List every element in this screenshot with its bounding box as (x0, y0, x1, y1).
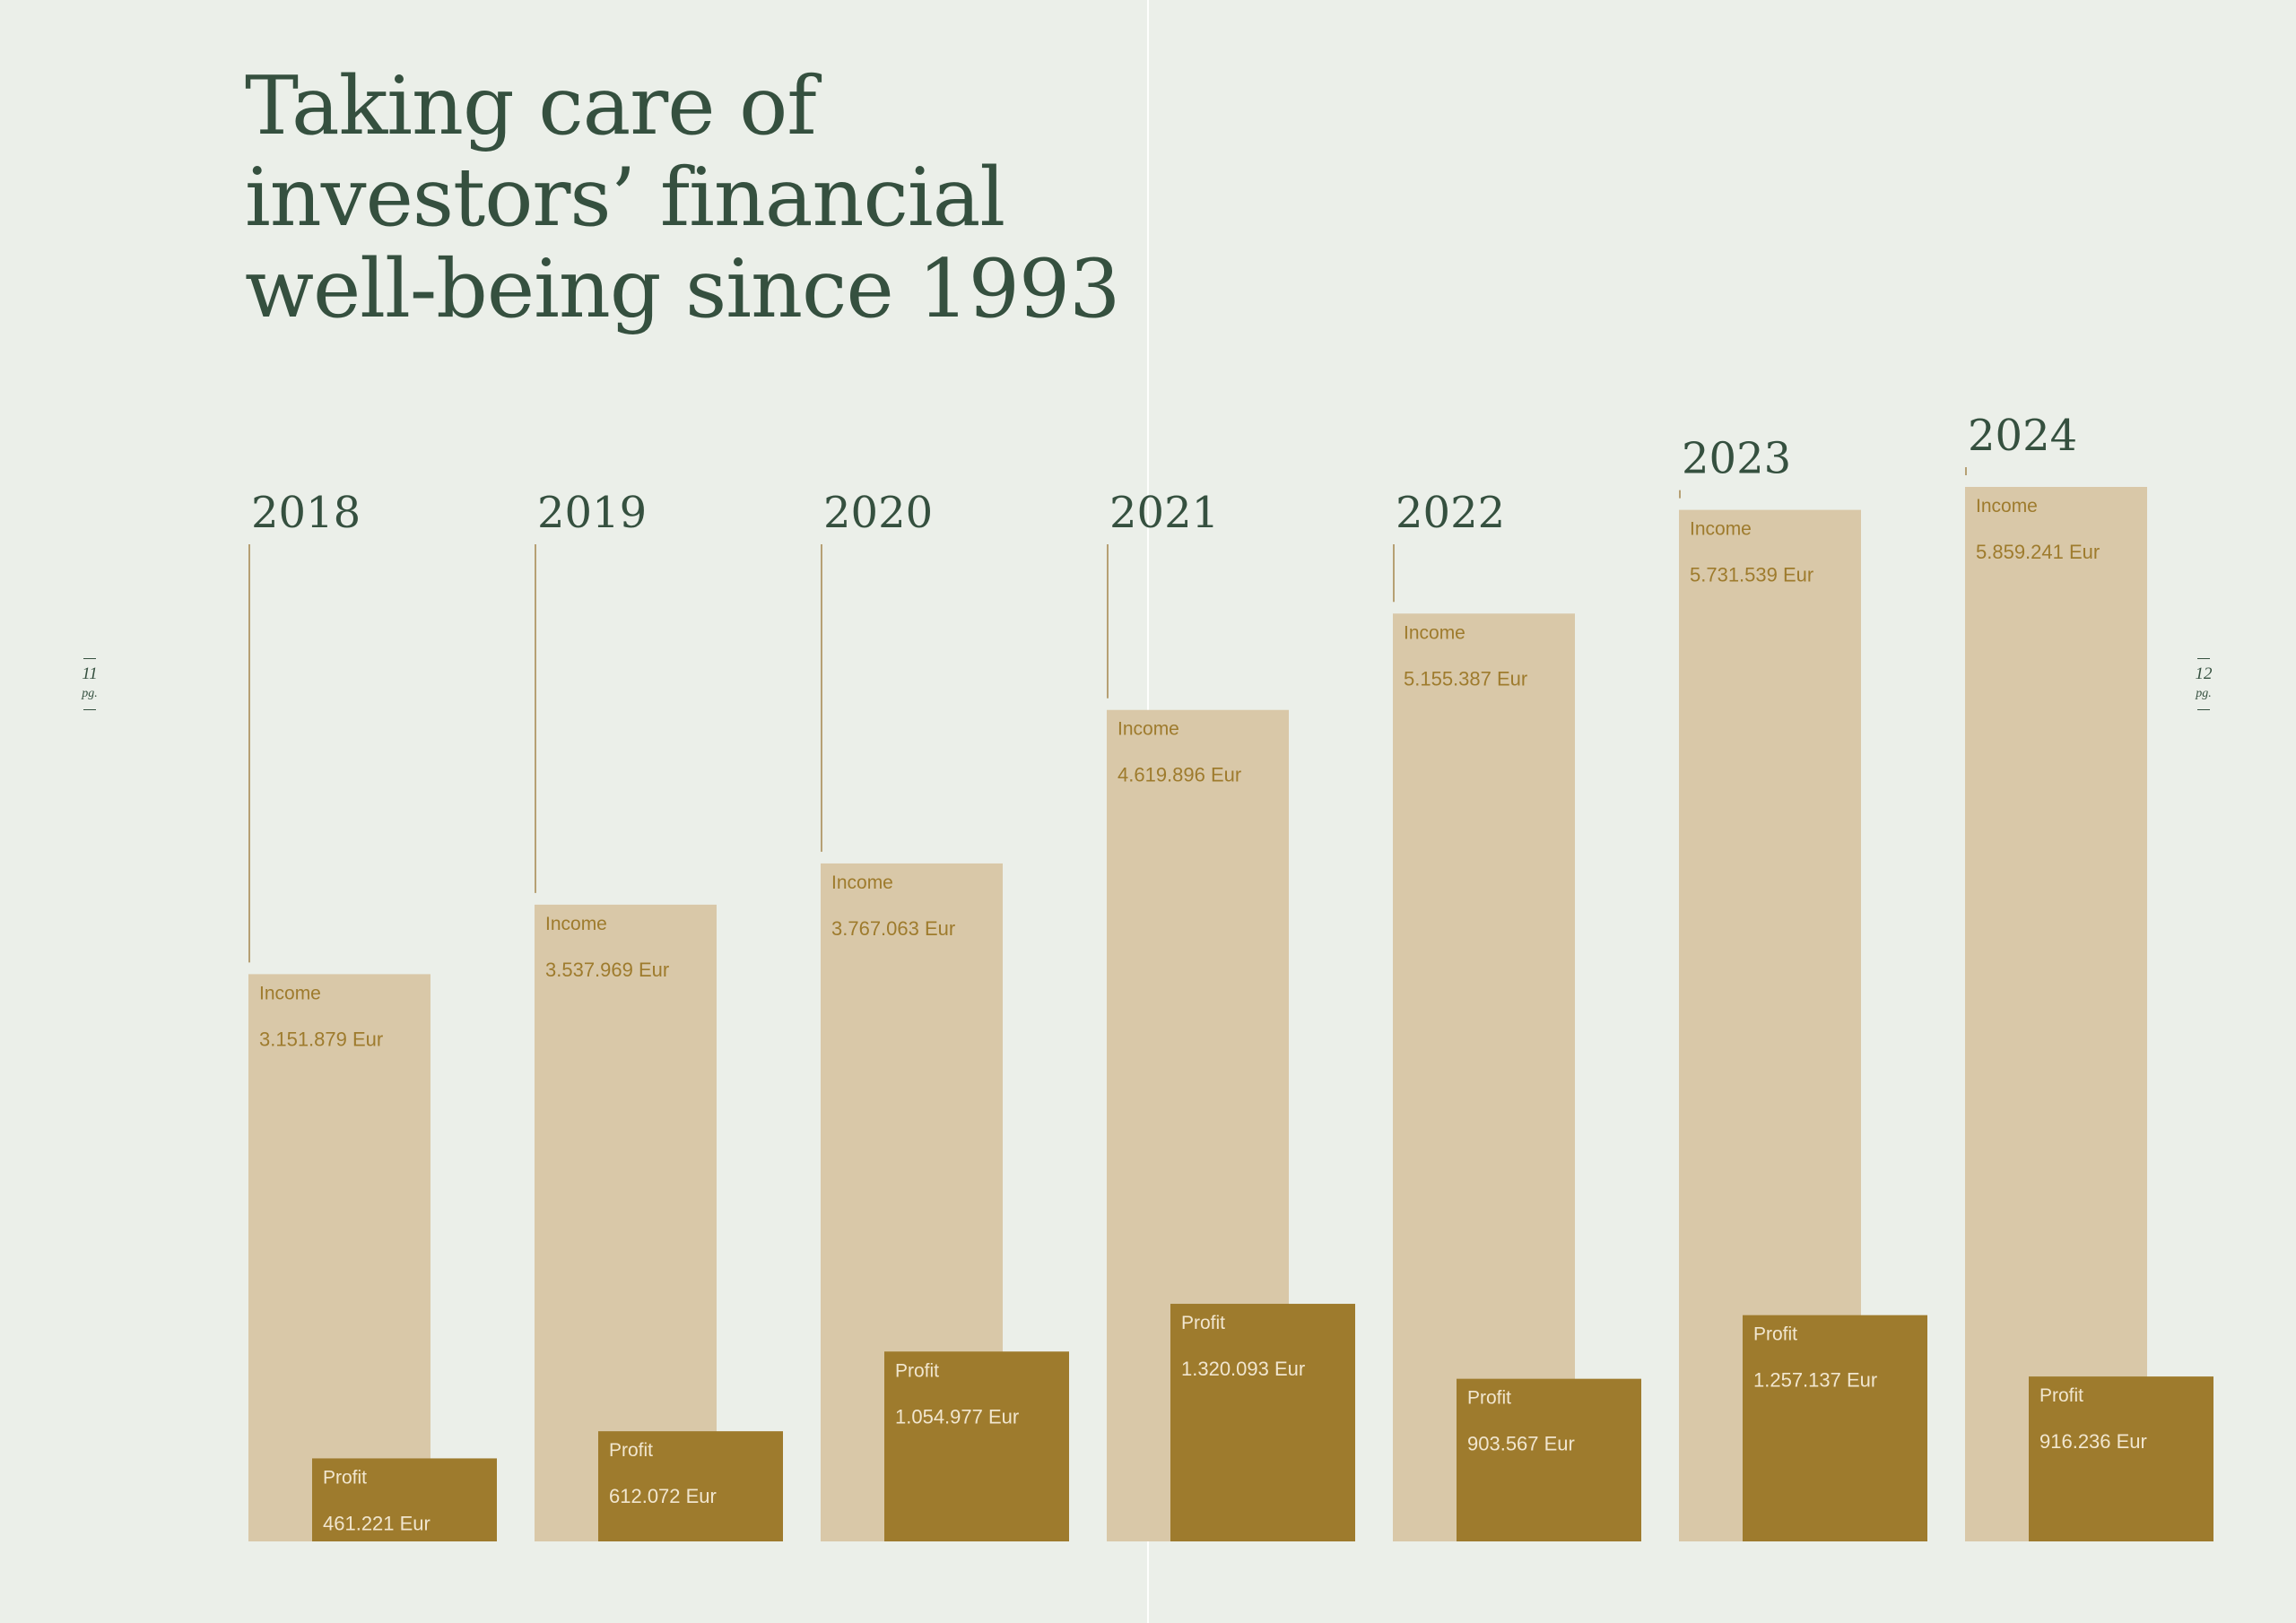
income-label-2019: Income (545, 914, 607, 934)
profit-bar-2019 (598, 1431, 783, 1541)
page-title: Taking care of investors’ financial well… (245, 61, 1231, 335)
page-number-right-abbr: pg. (2196, 687, 2212, 700)
profit-label-2020: Profit (895, 1360, 939, 1381)
profit-bar-2018 (312, 1458, 497, 1541)
profit-bar-2021 (1170, 1304, 1355, 1541)
income-label-2023: Income (1690, 519, 1752, 540)
year-label-2018: 2018 (251, 488, 361, 538)
title-line-2: investors’ financial (245, 151, 1005, 245)
year-label-2019: 2019 (537, 488, 647, 538)
profit-value-2024: 916.236 Eur (2039, 1430, 2147, 1453)
profit-label-2021: Profit (1181, 1313, 1225, 1333)
income-value-2018: 3.151.879 Eur (259, 1028, 383, 1050)
profit-label-2019: Profit (609, 1440, 653, 1461)
income-value-2019: 3.537.969 Eur (545, 959, 669, 981)
page-number-left-abbr: pg. (82, 687, 98, 700)
income-bar-2024 (1965, 487, 2147, 1541)
profit-bar-2020 (884, 1351, 1069, 1541)
page-number-right: 12 pg. (2186, 653, 2222, 716)
income-value-2022: 5.155.387 Eur (1404, 667, 1527, 690)
profit-bar-2024 (2029, 1376, 2213, 1541)
page-number-left: 11 pg. (72, 653, 108, 716)
title-line-3: well-being since 1993 (245, 242, 1120, 336)
income-value-2021: 4.619.896 Eur (1118, 764, 1241, 786)
profit-label-2018: Profit (323, 1467, 367, 1488)
profit-label-2023: Profit (1753, 1324, 1797, 1345)
income-value-2023: 5.731.539 Eur (1690, 564, 1813, 586)
income-label-2024: Income (1976, 496, 2038, 516)
profit-value-2023: 1.257.137 Eur (1753, 1369, 1877, 1392)
income-label-2021: Income (1118, 719, 1179, 740)
income-label-2020: Income (831, 872, 893, 893)
profit-value-2021: 1.320.093 Eur (1181, 1358, 1305, 1380)
year-label-2022: 2022 (1396, 488, 1505, 538)
income-value-2020: 3.767.063 Eur (831, 917, 955, 940)
profit-value-2022: 903.567 Eur (1467, 1433, 1575, 1455)
profit-bar-2022 (1457, 1378, 1641, 1541)
profit-value-2020: 1.054.977 Eur (895, 1405, 1019, 1428)
title-line-1: Taking care of (245, 59, 817, 153)
profit-value-2019: 612.072 Eur (609, 1485, 717, 1507)
income-value-2024: 5.859.241 Eur (1976, 541, 2100, 563)
page-number-right-value: 12 (2195, 664, 2213, 683)
year-label-2021: 2021 (1109, 488, 1219, 538)
year-label-2024: 2024 (1968, 411, 2077, 461)
profit-value-2018: 461.221 Eur (323, 1512, 430, 1534)
page-number-left-value: 11 (82, 664, 98, 683)
year-label-2023: 2023 (1682, 434, 1791, 484)
income-bar-2018 (248, 974, 430, 1541)
income-label-2022: Income (1404, 622, 1465, 643)
profit-bar-2023 (1743, 1315, 1927, 1541)
profit-label-2024: Profit (2039, 1385, 2083, 1406)
income-label-2018: Income (259, 983, 321, 1003)
year-label-2020: 2020 (823, 488, 933, 538)
profit-label-2022: Profit (1467, 1388, 1511, 1409)
